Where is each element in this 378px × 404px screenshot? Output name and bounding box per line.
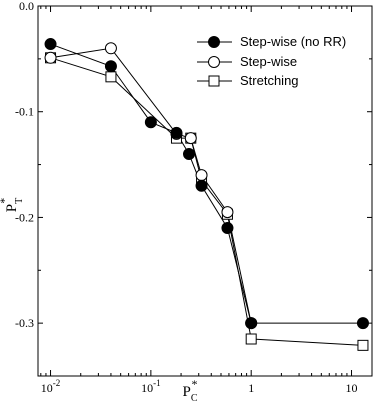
legend-marker-open-square	[208, 75, 220, 87]
data-point-open-circle	[184, 132, 197, 145]
legend-label: Step-wise (no RR)	[240, 34, 346, 49]
x-tick-label-base: 1	[248, 381, 254, 395]
legend-label: Step-wise	[240, 54, 297, 69]
legend-entry: Step-wise (no RR)	[197, 34, 346, 49]
y-tick-label: -0.2	[15, 210, 34, 224]
y-tick-label: -0.3	[15, 316, 34, 330]
data-point-filled-circle	[195, 179, 208, 192]
legend: Step-wise (no RR) Step-wise Stretching	[197, 34, 346, 88]
y-tick-label: -0.1	[15, 105, 34, 119]
data-point-open-circle	[221, 206, 234, 219]
series-markers	[44, 38, 369, 351]
y-tick-label: 0.0	[19, 0, 34, 13]
y-axis-title-sub: T	[14, 198, 25, 204]
plot-frame	[37, 5, 373, 377]
data-point-open-circle	[104, 42, 117, 55]
axis-ticks: 0.0-0.1-0.2-0.310-2 10-1 1 10	[15, 0, 372, 395]
series-line	[50, 57, 363, 346]
data-point-filled-circle	[221, 222, 234, 234]
data-point-open-square	[245, 333, 257, 345]
x-axis-title: PC *	[182, 377, 197, 404]
x-axis-title-sub: C	[191, 393, 198, 404]
x-tick-label-exponent: -2	[53, 378, 61, 388]
x-tick-label-base: 10	[141, 381, 153, 395]
x-axis-title-main: P	[182, 384, 190, 400]
series-lines	[50, 43, 363, 346]
data-point-filled-circle	[356, 317, 369, 330]
legend-marker-filled-circle	[208, 36, 220, 48]
x-tick-label-base: 10	[41, 381, 53, 395]
data-point-filled-circle	[44, 38, 57, 51]
y-axis-title-sup: *	[0, 198, 11, 204]
data-point-filled-circle	[144, 116, 157, 129]
x-tick-label: 10	[346, 381, 358, 395]
legend-marker-open-circle	[208, 56, 220, 68]
data-point-open-square	[105, 71, 117, 83]
legend-entry: Stretching	[197, 73, 299, 88]
data-point-filled-circle	[170, 126, 183, 139]
x-tick-label: 1	[248, 381, 254, 395]
x-tick-label-exponent: -1	[153, 378, 161, 388]
x-axis-title-sup: *	[192, 377, 198, 391]
y-axis-title-main: P	[4, 204, 20, 212]
x-tick-label: 10-2	[41, 378, 61, 395]
data-point-filled-circle	[104, 60, 117, 73]
legend-entry: Step-wise	[197, 54, 297, 69]
x-tick-label-base: 10	[346, 381, 358, 395]
x-tick-label: 10-1	[141, 378, 161, 395]
data-point-open-square	[357, 339, 369, 351]
data-point-open-circle	[44, 51, 57, 64]
series-line	[50, 47, 252, 324]
data-point-filled-circle	[183, 148, 196, 160]
y-axis-title: PT*	[0, 198, 25, 212]
data-point-filled-circle	[245, 317, 258, 330]
legend-label: Stretching	[240, 73, 299, 88]
data-point-open-circle	[195, 169, 208, 182]
